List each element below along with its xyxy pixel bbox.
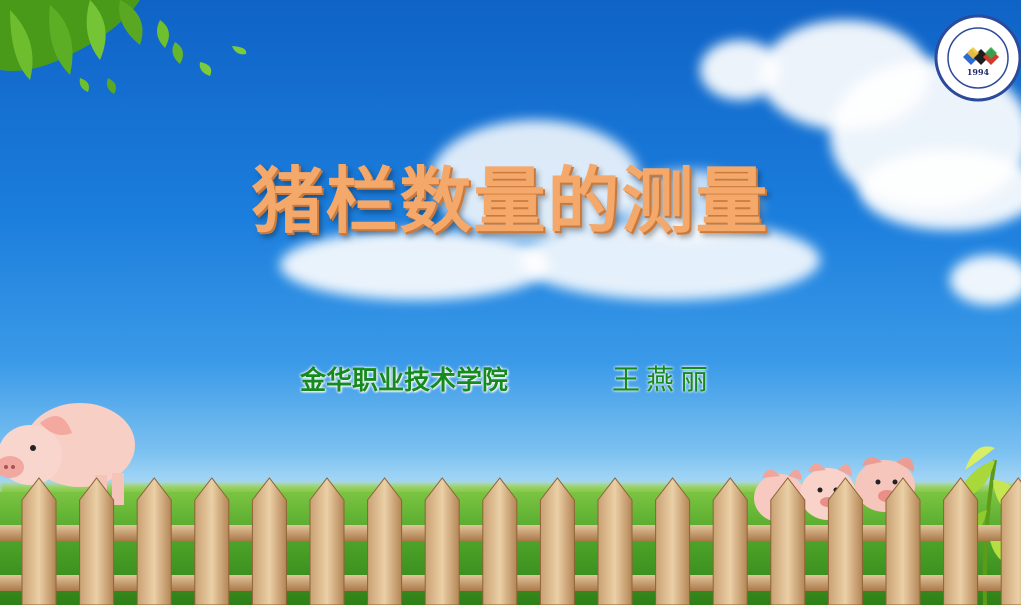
cloud xyxy=(860,150,1021,230)
fence-picket xyxy=(827,477,863,605)
fence-picket xyxy=(251,477,287,605)
cloud xyxy=(950,255,1021,305)
fence-picket xyxy=(482,477,518,605)
fence-picket xyxy=(597,477,633,605)
cloud xyxy=(280,230,550,300)
cloud xyxy=(620,170,760,240)
school-name: 金华职业技术学院 xyxy=(300,366,509,396)
author-name: 王燕丽 xyxy=(612,363,715,396)
school-logo-icon: 1994 xyxy=(934,14,1021,102)
fence-picket xyxy=(655,477,691,605)
fence-picket xyxy=(21,477,57,605)
fence-picket xyxy=(1000,477,1021,605)
fence-picket xyxy=(885,477,921,605)
fence-picket xyxy=(712,477,748,605)
fence-picket xyxy=(367,477,403,605)
fence-picket xyxy=(194,477,230,605)
leaves-icon xyxy=(0,0,247,94)
fence-picket xyxy=(424,477,460,605)
slide-title: 猪栏数量的测量 xyxy=(251,159,770,243)
fence-picket xyxy=(943,477,979,605)
logo-year: 1994 xyxy=(967,67,990,77)
fence-picket xyxy=(136,477,172,605)
cloud xyxy=(430,120,640,240)
fence-icon xyxy=(0,477,1021,605)
fence-picket xyxy=(770,477,806,605)
fence-picket xyxy=(539,477,575,605)
fence-picket xyxy=(79,477,115,605)
pig-icon xyxy=(0,403,135,505)
fence-picket xyxy=(309,477,345,605)
